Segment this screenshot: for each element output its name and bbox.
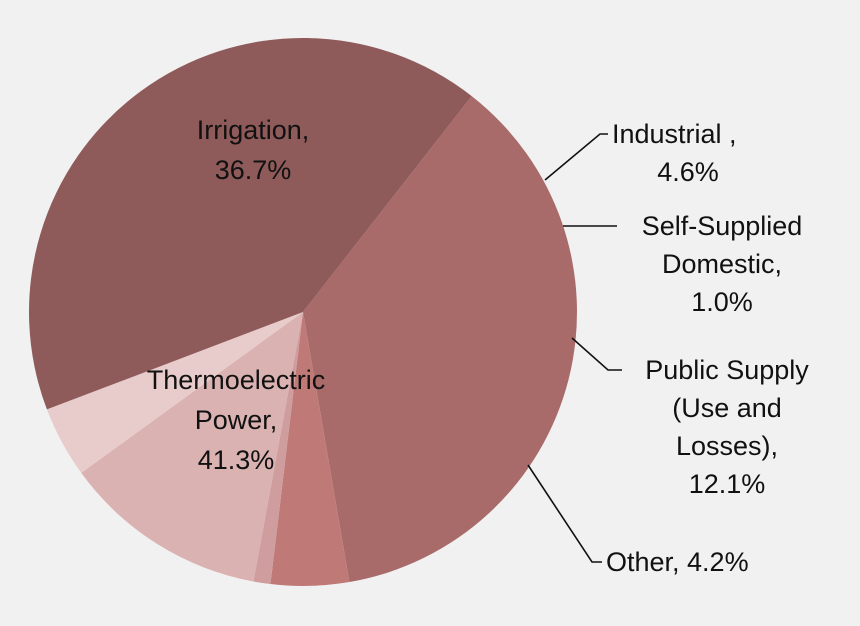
pie-slice-other xyxy=(46,312,303,473)
pie-slice-thermoelectric-power xyxy=(29,38,472,410)
slice-label-industrial: Industrial , 4.6% xyxy=(612,119,737,187)
slice-label-irrigation: Irrigation, 36.7% xyxy=(197,115,310,185)
leader-line-other xyxy=(527,464,602,563)
leader-line-industrial xyxy=(544,133,608,181)
slice-label-self-supplied-domestic: Self-Supplied Domestic, 1.0% xyxy=(642,211,803,317)
pie-slice-industrial xyxy=(270,312,350,587)
pie-slice-irrigation xyxy=(303,96,577,583)
slice-label-thermoelectric-power: Thermoelectric Power, 41.3% xyxy=(147,365,326,475)
leader-line-public-supply-use-and-losses xyxy=(571,337,622,371)
pie-slice-self-supplied-domestic xyxy=(253,312,303,585)
slice-label-other: Other, 4.2% xyxy=(606,547,749,577)
slice-label-public-supply-use-and-losses: Public Supply (Use and Losses), 12.1% xyxy=(645,355,809,499)
pie-slice-public-supply-use-and-losses xyxy=(81,312,303,582)
